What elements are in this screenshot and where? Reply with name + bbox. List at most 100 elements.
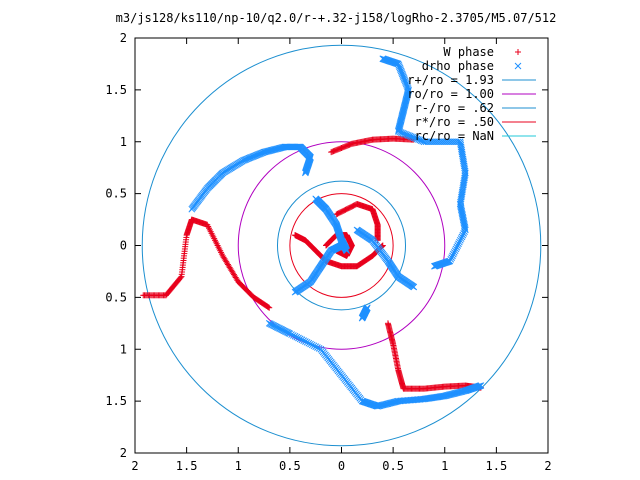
series-1-arm-1-pt-6-5-b: [458, 147, 466, 154]
series-1-arm-1-pt-4-10-b: [409, 133, 416, 141]
series-1-arm-1-pt-1-9-b: [400, 73, 407, 81]
series-1-arm-1-pt-4-13-b: [413, 135, 421, 143]
series-1-arm-2-pt-8-7-b: [305, 339, 313, 347]
series-1-arm-1-pt-9-15-b: [449, 252, 456, 260]
series-1-arm-1-pt-9-13: [450, 249, 458, 256]
series-1-arm-1-pt-9-12-b: [451, 247, 459, 255]
series-1-arm-1-pt-6-8-b: [459, 152, 466, 159]
legend-sample-0: [515, 49, 521, 55]
series-1-arm-1-pt-1-15-b: [403, 82, 411, 89]
legend-sample-1: [514, 62, 522, 70]
series-1-arm-1-pt-3-16-b: [395, 125, 403, 133]
series-1-arm-1-pt-1-12-b: [401, 77, 409, 85]
series-1-arm-3-end-b: [343, 247, 351, 255]
series-1-arm-0-pt-5-16-b: [295, 143, 302, 151]
series-1-arm-3-end: [343, 247, 351, 255]
radius-circle-2: [276, 180, 407, 311]
series-1-arm-1-pt-6-2-b: [457, 141, 465, 149]
series-1-arm-1-pt-1-7-b: [398, 70, 406, 78]
series-1-arm-1-pt-1-5-b: [397, 67, 405, 75]
series-1-arm-2-pt-8-3: [312, 343, 320, 351]
legend-label-4: r-/ro = .62: [415, 101, 494, 115]
y-tick-label-8: 2: [120, 446, 127, 460]
series-1-arm-1-pt-9-11-b: [452, 245, 460, 253]
series-1-arm-1-pt-6-1-b: [457, 140, 464, 147]
series-1-arm-1-pt-4-12-b: [412, 134, 419, 142]
x-tick-label-7: 1.5: [486, 459, 508, 473]
x-tick-label-5: 0.5: [382, 459, 404, 473]
series-1-arm-1-pt-4-14-b: [415, 136, 422, 143]
chart-title: m3/js128/ks110/np-10/q2.0/r-+.32-j158/lo…: [116, 11, 557, 25]
series-1-arm-1-pt-9-7: [456, 238, 463, 246]
series-1-arm-2-pt-8-2-b: [314, 344, 321, 351]
axis-ticks: 2 1.5 1 0.5 0 0.5 1 1.5 221.510.500.511.52: [105, 31, 551, 473]
series-1-arm-1-pt-6-3-b: [457, 143, 465, 151]
x-tick-label-6: 1: [441, 459, 448, 473]
series-1-arm-1-pt-1-14-b: [402, 80, 410, 88]
series-1-arm-1-pt-4-3-b: [399, 129, 406, 137]
series-1-arm-1-pt-9-14: [450, 250, 457, 258]
series-1-arm-2-pt-8-10-b: [300, 337, 307, 344]
series-1-arm-1-pt-6-13-b: [460, 160, 468, 168]
series-1-arm-1-pt-4-11-b: [410, 134, 418, 142]
series-1-arm-2-pt-8-5-b: [308, 341, 316, 349]
series-1-arm-1-pt-9-2: [460, 230, 468, 237]
y-tick-label-5: 0.5: [105, 290, 127, 304]
series-1-arm-1-pt-6-6-b: [458, 148, 466, 156]
y-tick-label-1: 1.5: [105, 83, 127, 97]
radius-circle-1: [237, 141, 446, 350]
series-1-arm-1-pt-9-6-b: [456, 236, 464, 244]
series-1-arm-2-pt-8-12-b: [296, 335, 304, 343]
series-1-arm-1-pt-9-8: [455, 240, 462, 248]
series-0-arm-3-end: [374, 237, 381, 244]
series-1-arm-0-pt-5-17-b: [295, 143, 303, 151]
series-1-arm-1-end: [431, 262, 438, 270]
series-0-arm-2-pt-8-17: [265, 304, 272, 311]
series-1-arm-1-pt-6-9-b: [459, 153, 467, 161]
series-1-arm-1-pt-9-9-b: [454, 242, 462, 249]
series-1-arm-2-pt-8-15: [291, 332, 299, 340]
series-1-arm-1-pt-9-8-b: [455, 240, 462, 248]
series-1-arm-1-pt-4-16-b: [417, 137, 425, 144]
series-1-arm-1-pt-1-10-b: [400, 74, 408, 82]
series-1-arm-1-pt-6-12-b: [460, 159, 468, 166]
series-1-arm-1-pt-1-6-b: [398, 69, 406, 76]
series-1-arm-1-pt-1-1-b: [395, 62, 403, 69]
series-1-arm-2-pt-8-3-b: [312, 343, 320, 351]
series-1-arm-1-pt-9-0-b: [462, 226, 469, 234]
series-1-arm-2-pt-8-10: [300, 337, 307, 344]
data-marks: [140, 49, 522, 410]
series-1-arm-2-pt-8-0-b: [317, 345, 325, 353]
series-1-arm-1-pt-9-1-b: [461, 228, 468, 236]
series-1-arm-1-pt-9-6: [456, 236, 464, 244]
series-1-arm-1-pt-4-1-b: [396, 128, 404, 136]
series-1-arm-1-pt-6-14-b: [460, 162, 468, 170]
x-tick-label-2: 1: [235, 459, 242, 473]
series-1-arm-1-pt-9-5: [457, 235, 465, 242]
series-1-arm-1-pt-6-11-b: [460, 157, 467, 165]
series-1-arm-5-end: [410, 283, 418, 291]
series-1-arm-1-pt-9-4-b: [458, 233, 466, 241]
radius-circle-0: [141, 44, 542, 447]
series-1-arm-1-pt-1-8-b: [399, 72, 407, 79]
series-1-arm-2-pt-8-5: [308, 341, 316, 349]
series-1-arm-1-pt-9-10-b: [453, 243, 461, 251]
series-1-arm-1-pt-4-17-b: [419, 137, 427, 145]
x-tick-label-0: 2: [131, 459, 138, 473]
series-1-arm-0-end-b: [302, 169, 309, 177]
series-1-arm-2-pt-8-13-b: [295, 334, 302, 342]
series-1-arm-1-pt-1-2-b: [396, 63, 403, 71]
series-1-arm-1-pt-1-13-b: [402, 79, 410, 87]
series-1-arm-1-pt-9-11: [452, 245, 460, 253]
legend-sample-1-b: [514, 62, 522, 70]
series-1-arm-2-pt-8-16: [289, 332, 297, 339]
series-1-arm-2-pt-8-14-b: [293, 333, 301, 341]
series-1-arm-2-pt-8-11-b: [298, 336, 306, 344]
series-1-arm-2-pt-8-8-b: [303, 338, 311, 346]
series-1-arm-2-pt-8-16-b: [289, 332, 297, 339]
series-1-arm-2-pt-8-13: [295, 334, 302, 342]
series-1-arm-1-pt-9-4: [458, 233, 466, 241]
series-1-arm-2-end: [265, 319, 273, 327]
series-1-arm-1-pt-9-12: [451, 247, 459, 255]
series-0-arm-2-pt-1-17: [177, 274, 184, 281]
